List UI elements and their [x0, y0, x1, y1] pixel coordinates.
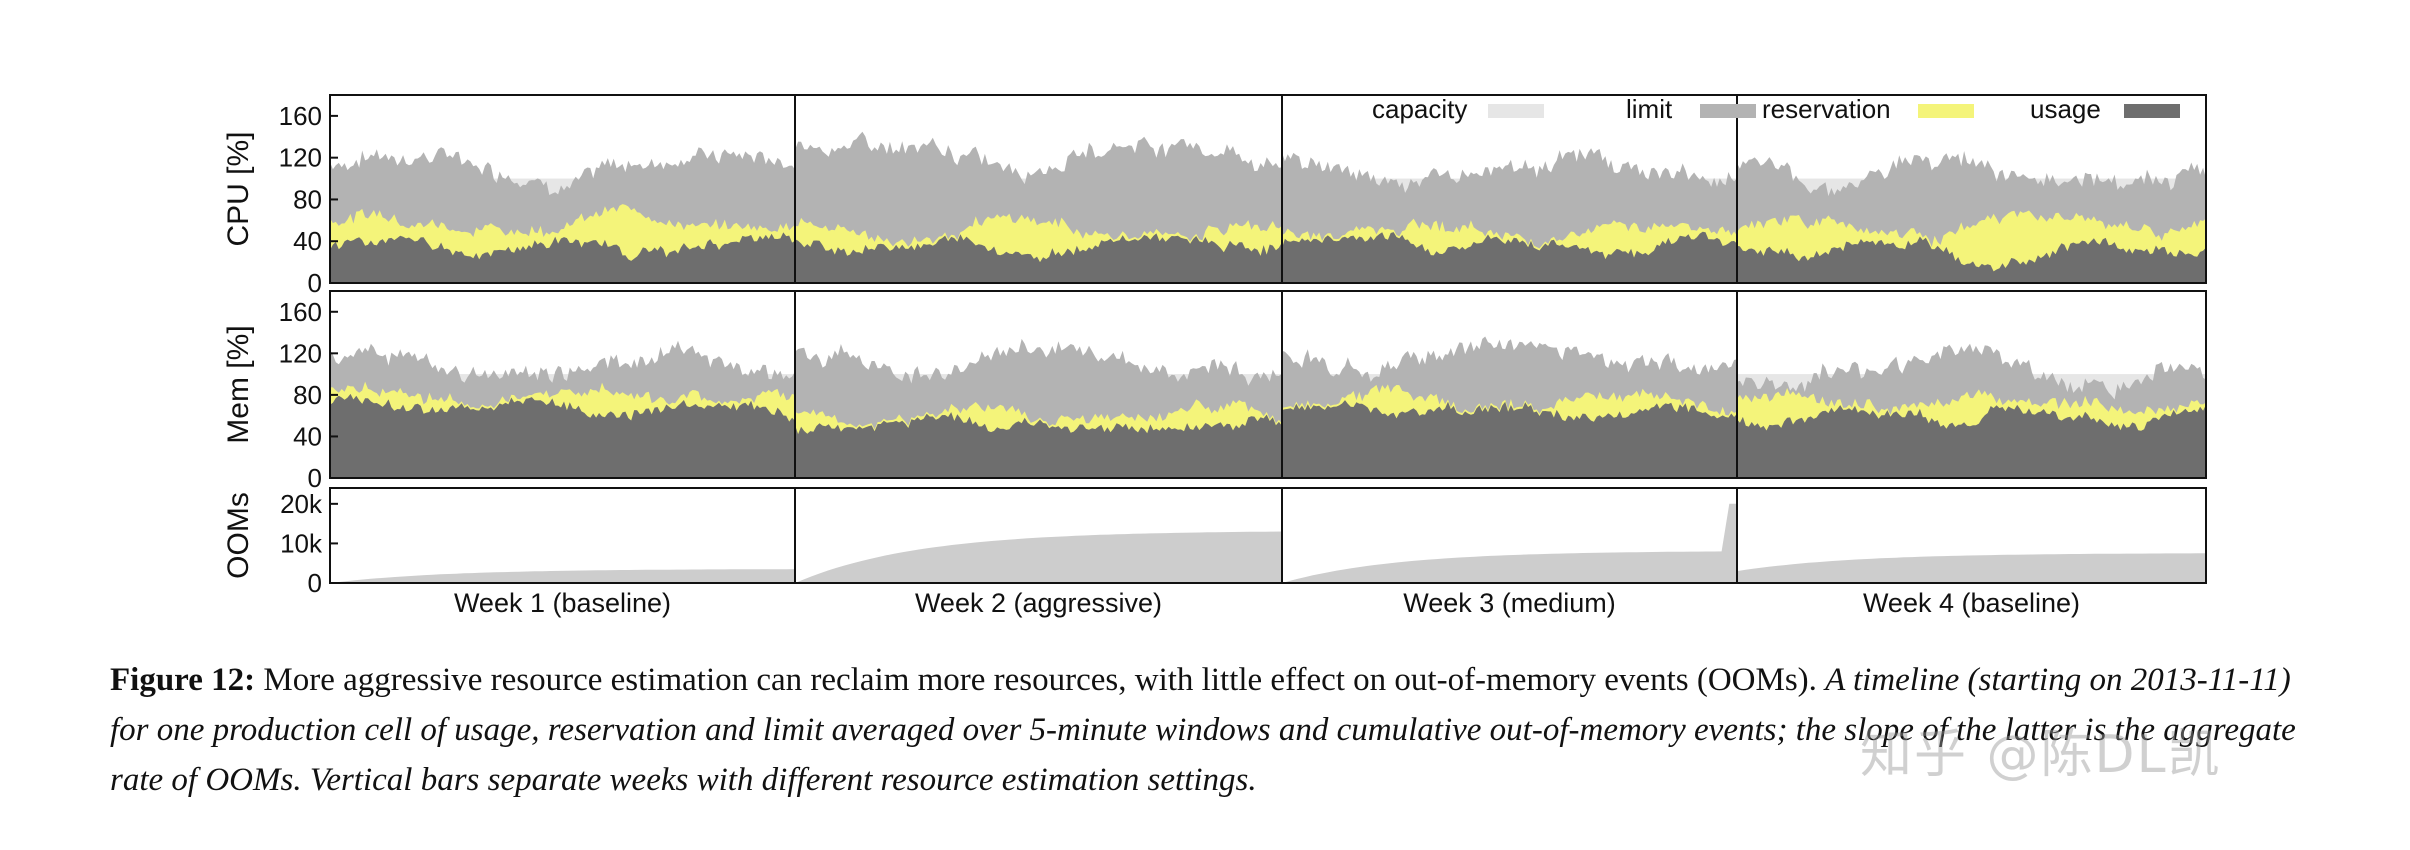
cpu-ytick-label: 160 — [279, 101, 322, 131]
cpu-usage-area-week-1 — [330, 232, 795, 283]
mem-frame — [329, 290, 2207, 479]
mem-ytick-label: 80 — [293, 380, 322, 410]
mem-usage-area-week-2 — [795, 412, 1282, 478]
cpu-frame — [329, 94, 2207, 284]
ooms-ytick-label: 10k — [280, 528, 323, 558]
legend-capacity-swatch — [1488, 104, 1544, 118]
legend-limit-swatch — [1700, 104, 1756, 118]
legend-usage-label: usage — [2030, 94, 2101, 124]
legend: capacity limit reservation usage — [1372, 94, 2180, 124]
panel-ooms: 0 10k 20k OOMs Week 1 (baseline) Week 2 (aggr… — [222, 487, 2207, 618]
week-label-2: Week 2 (aggressive) — [915, 588, 1162, 618]
legend-reservation-label: reservation — [1762, 94, 1891, 124]
cpu-usage-area-week-4 — [1737, 236, 2206, 283]
oom-area-week-2 — [795, 531, 1282, 583]
chart-panels: 0 40 80 120 160 CPU [%] 0 40 80 120 160 Mem [%] 0 10k… — [222, 94, 2207, 618]
cpu-ytick-label: 40 — [293, 226, 322, 256]
mem-ylabel: Mem [%] — [222, 325, 255, 443]
figure-caption: Figure 12: More aggressive resource esti… — [110, 655, 2320, 805]
legend-capacity-label: capacity — [1372, 94, 1467, 124]
mem-ytick-label: 120 — [279, 338, 322, 368]
week-label-3: Week 3 (medium) — [1403, 588, 1616, 618]
mem-ytick-label: 40 — [293, 421, 322, 451]
watermark-text: 知乎 @陈DL凯 — [1860, 725, 2222, 785]
ooms-ylabel: OOMs — [222, 492, 255, 579]
oom-area-week-1 — [330, 569, 795, 583]
legend-usage-swatch — [2124, 104, 2180, 118]
oom-area-week-3 — [1282, 503, 1737, 583]
ooms-frame — [329, 487, 2207, 584]
cpu-usage-area-week-3 — [1282, 231, 1737, 283]
caption-label: Figure 12: — [110, 662, 256, 698]
panel-cpu: 0 40 80 120 160 CPU [%] — [222, 94, 2207, 298]
caption-summary: More aggressive resource estimation can … — [263, 662, 1817, 698]
cpu-ytick-label: 0 — [308, 268, 322, 298]
cpu-usage-area-week-2 — [795, 233, 1282, 283]
oom-area-week-4 — [1737, 553, 2206, 583]
ooms-ytick-label: 20k — [280, 489, 323, 519]
week-label-4: Week 4 (baseline) — [1863, 588, 2080, 618]
mem-ytick-label: 160 — [279, 297, 322, 327]
mem-usage-area-week-1 — [330, 393, 795, 478]
legend-limit-label: limit — [1626, 94, 1673, 124]
mem-usage-area-week-3 — [1282, 400, 1737, 478]
cpu-ytick-label: 80 — [293, 184, 322, 214]
cpu-ytick-label: 120 — [279, 143, 322, 173]
week-label-1: Week 1 (baseline) — [454, 588, 671, 618]
legend-reservation-swatch — [1918, 104, 1974, 118]
panel-mem: 0 40 80 120 160 Mem [%] — [222, 290, 2207, 493]
caption-detail: A timeline (starting on 2013-11-11) for … — [110, 662, 2296, 798]
cpu-ylabel: CPU [%] — [222, 131, 255, 246]
mem-usage-area-week-4 — [1737, 404, 2206, 478]
ooms-ytick-label: 0 — [308, 568, 322, 598]
mem-ytick-label: 0 — [308, 463, 322, 493]
